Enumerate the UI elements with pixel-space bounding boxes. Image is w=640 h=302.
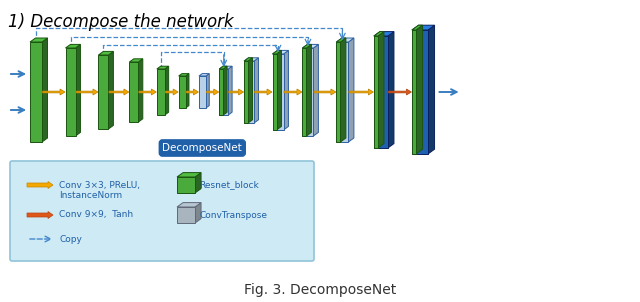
Polygon shape [254, 58, 259, 123]
Polygon shape [273, 50, 289, 54]
Polygon shape [129, 59, 143, 62]
Polygon shape [99, 51, 113, 55]
Polygon shape [340, 38, 346, 142]
Polygon shape [30, 38, 47, 42]
Polygon shape [412, 25, 435, 30]
FancyArrow shape [284, 89, 302, 95]
Polygon shape [179, 74, 189, 76]
Polygon shape [186, 74, 189, 108]
FancyArrow shape [27, 182, 53, 188]
Polygon shape [244, 58, 259, 61]
Polygon shape [412, 30, 416, 154]
Polygon shape [374, 36, 378, 148]
Polygon shape [348, 38, 354, 142]
Polygon shape [177, 177, 195, 193]
Polygon shape [165, 66, 169, 115]
Polygon shape [108, 51, 113, 129]
Polygon shape [303, 48, 307, 136]
Polygon shape [206, 74, 209, 108]
Polygon shape [138, 59, 143, 122]
Polygon shape [244, 61, 248, 123]
FancyArrow shape [165, 89, 178, 95]
Text: Resnet_block: Resnet_block [199, 181, 259, 189]
FancyArrow shape [42, 89, 65, 95]
Polygon shape [314, 44, 319, 136]
Polygon shape [199, 74, 209, 76]
FancyArrow shape [76, 89, 98, 95]
Polygon shape [428, 25, 435, 154]
Polygon shape [65, 48, 76, 136]
Polygon shape [179, 76, 186, 108]
Polygon shape [276, 50, 282, 130]
FancyArrow shape [255, 89, 272, 95]
Polygon shape [273, 54, 284, 130]
Polygon shape [244, 58, 253, 61]
Polygon shape [388, 32, 394, 148]
Text: Fig. 3. DecomposeNet: Fig. 3. DecomposeNet [244, 283, 396, 297]
Polygon shape [177, 173, 201, 177]
Polygon shape [99, 55, 108, 129]
Text: Copy: Copy [59, 234, 82, 243]
Polygon shape [284, 50, 289, 130]
Polygon shape [220, 69, 223, 115]
FancyArrow shape [314, 89, 336, 95]
Polygon shape [177, 207, 195, 223]
Polygon shape [303, 44, 312, 48]
FancyArrow shape [139, 89, 156, 95]
Polygon shape [374, 36, 388, 148]
FancyArrow shape [27, 211, 53, 219]
Polygon shape [177, 203, 201, 207]
Polygon shape [157, 69, 165, 115]
Text: DecomposeNet: DecomposeNet [163, 143, 242, 153]
Polygon shape [303, 44, 319, 48]
FancyArrow shape [349, 89, 373, 95]
Polygon shape [374, 32, 384, 36]
Polygon shape [378, 32, 384, 148]
Polygon shape [223, 66, 227, 115]
Polygon shape [129, 62, 138, 122]
Polygon shape [273, 50, 282, 54]
FancyArrow shape [186, 89, 198, 95]
Polygon shape [220, 66, 232, 69]
Polygon shape [416, 25, 422, 154]
Polygon shape [76, 44, 81, 136]
Polygon shape [248, 58, 253, 123]
Polygon shape [195, 173, 201, 193]
Polygon shape [157, 66, 169, 69]
Text: Conv 3×3, PReLU,: Conv 3×3, PReLU, [59, 181, 140, 190]
Polygon shape [228, 66, 232, 115]
Polygon shape [273, 54, 276, 130]
Polygon shape [220, 69, 228, 115]
Text: Conv 9×9,  Tanh: Conv 9×9, Tanh [59, 210, 133, 220]
Polygon shape [220, 66, 227, 69]
Polygon shape [42, 38, 47, 142]
Polygon shape [337, 38, 346, 42]
Polygon shape [374, 32, 394, 36]
Polygon shape [412, 30, 428, 154]
Polygon shape [337, 42, 348, 142]
Polygon shape [195, 203, 201, 223]
Polygon shape [244, 61, 254, 123]
Text: InstanceNorm: InstanceNorm [59, 191, 122, 200]
Polygon shape [412, 25, 422, 30]
Polygon shape [337, 38, 354, 42]
Text: 1) Decompose the network: 1) Decompose the network [8, 13, 234, 31]
Text: ConvTranspose: ConvTranspose [199, 210, 267, 220]
Polygon shape [303, 48, 314, 136]
Polygon shape [65, 44, 81, 48]
FancyArrow shape [228, 89, 244, 95]
Polygon shape [199, 76, 206, 108]
Polygon shape [307, 44, 312, 136]
Polygon shape [337, 42, 340, 142]
Polygon shape [30, 42, 42, 142]
FancyBboxPatch shape [10, 161, 314, 261]
FancyArrow shape [388, 89, 412, 95]
FancyArrow shape [109, 89, 129, 95]
FancyArrow shape [207, 89, 219, 95]
